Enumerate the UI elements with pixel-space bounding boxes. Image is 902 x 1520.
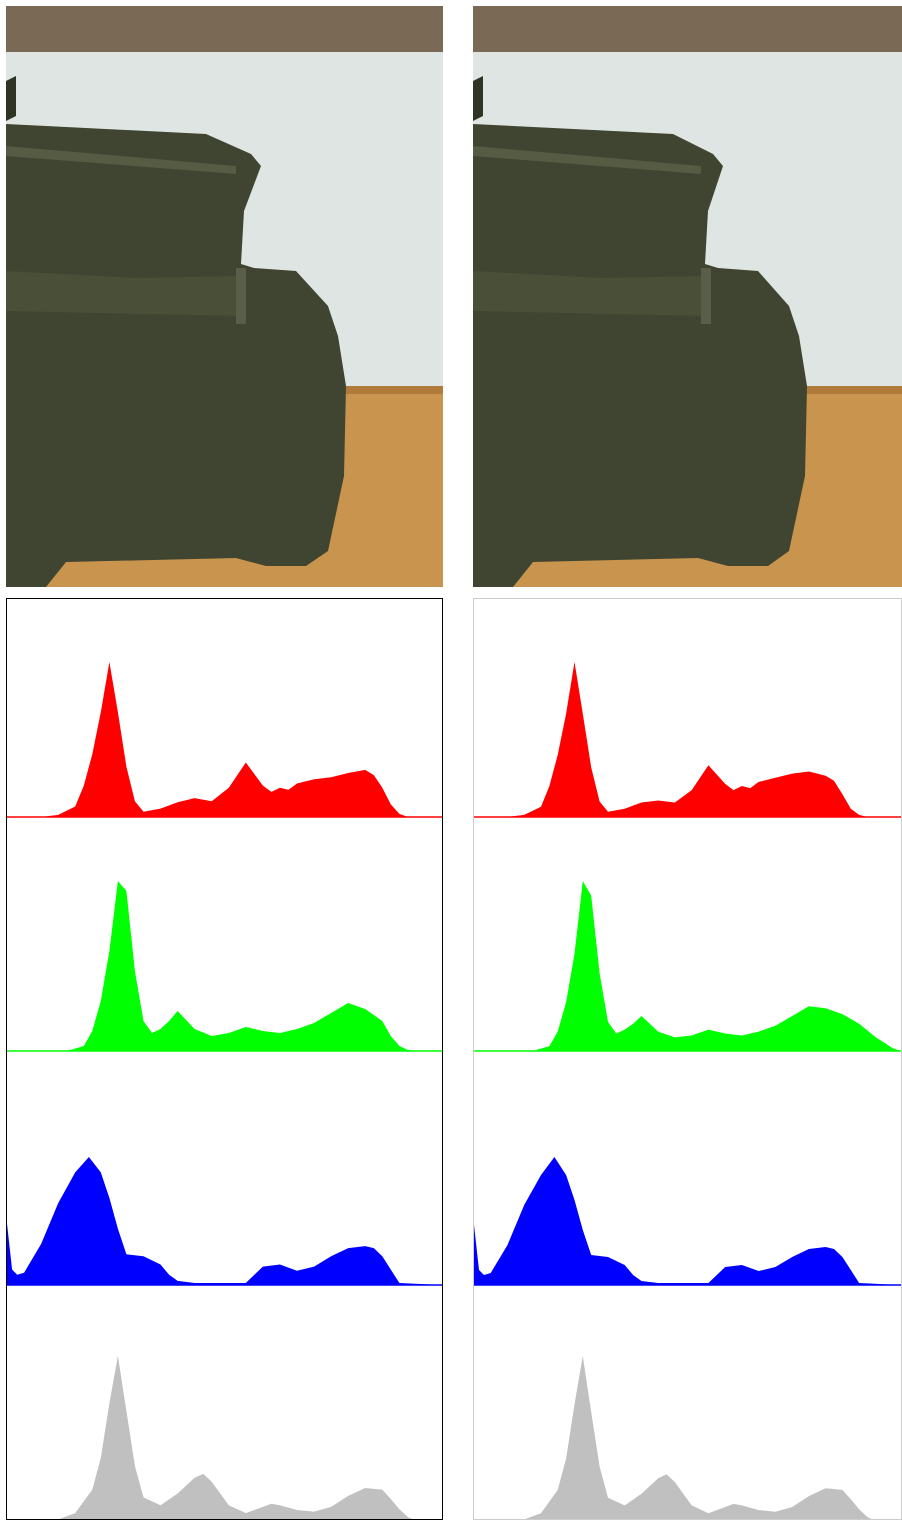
photo-original xyxy=(6,6,443,587)
histogram-green-area xyxy=(474,881,901,1051)
photo-original-image xyxy=(6,6,443,587)
histogram-chart-original xyxy=(7,662,442,1519)
histogram-blue-area xyxy=(7,1157,442,1285)
histogram-blue-area xyxy=(474,1157,901,1285)
histogram-green-area xyxy=(7,881,442,1051)
histogram-chart-processed xyxy=(474,662,901,1519)
histogram-red-area xyxy=(7,662,442,817)
photo-processed-image xyxy=(473,6,902,587)
histogram-panel-original xyxy=(6,598,443,1520)
histogram-red-area xyxy=(474,662,901,817)
histogram-panel-processed xyxy=(473,598,902,1520)
histogram-luminance-area xyxy=(59,1356,413,1519)
photo-processed xyxy=(473,6,902,587)
histogram-luminance-area xyxy=(525,1356,872,1519)
